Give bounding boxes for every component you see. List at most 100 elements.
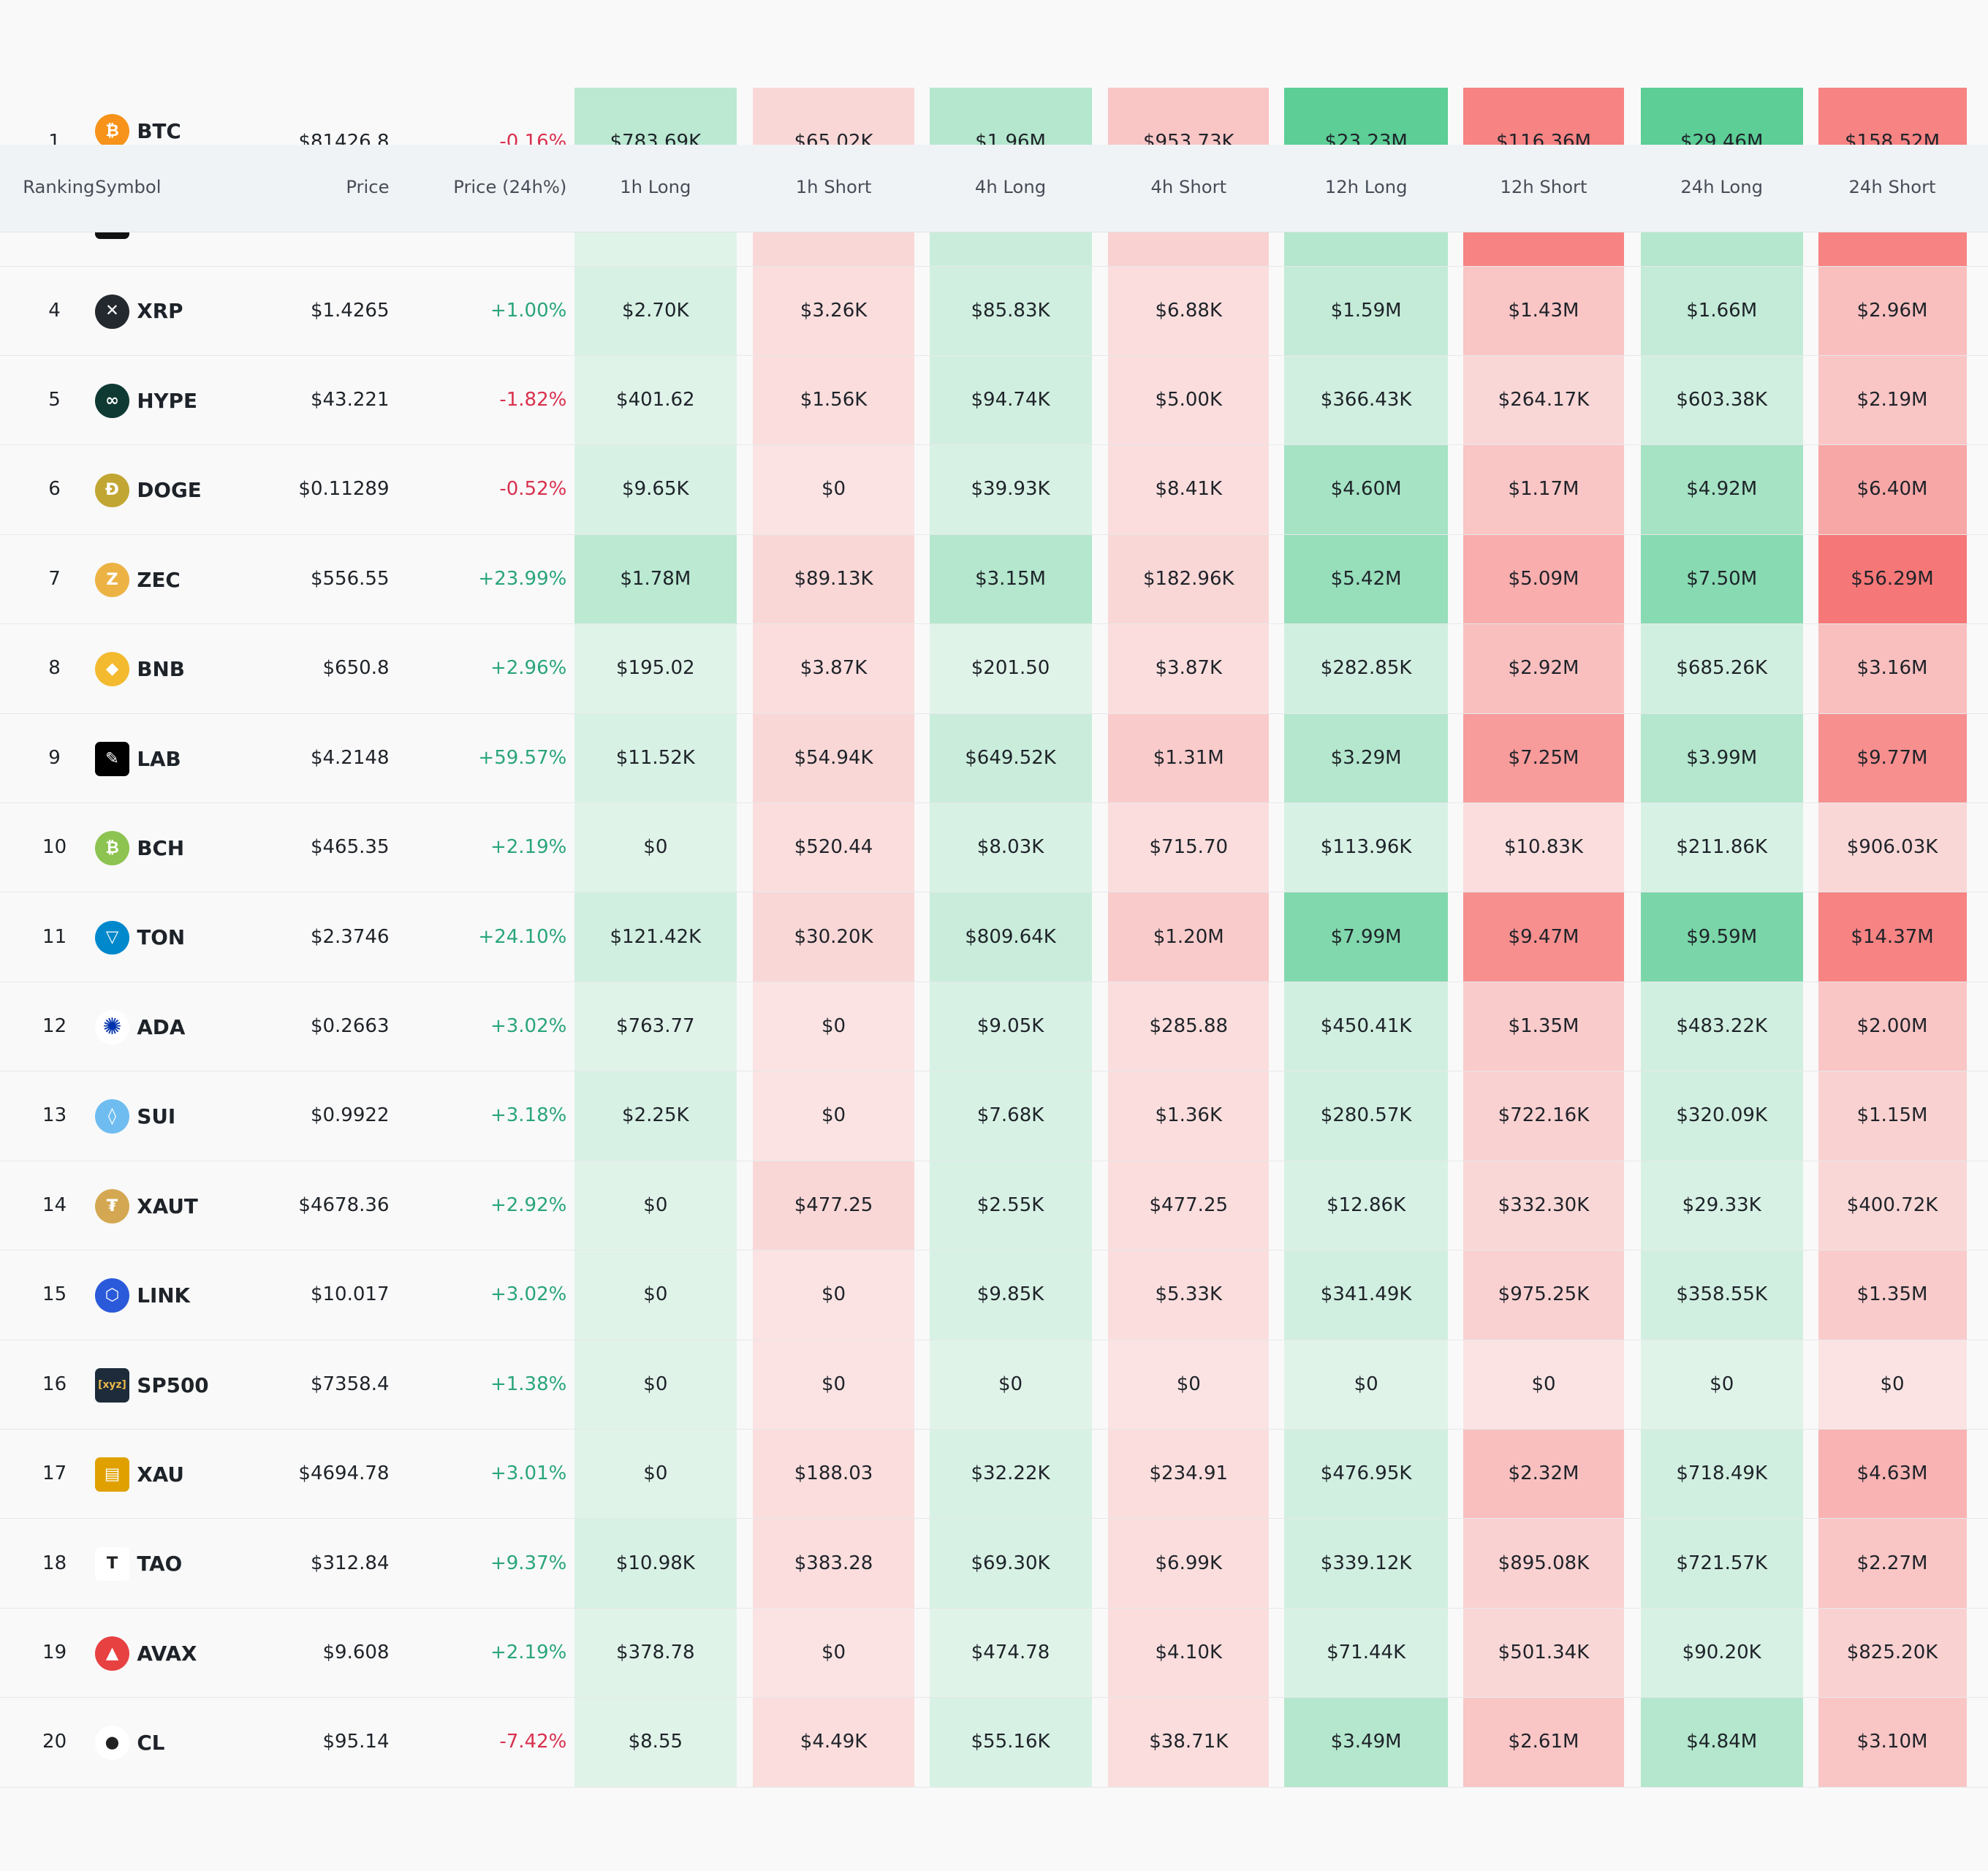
short-heat-cell: [1818, 1430, 1967, 1519]
symbol-cell[interactable]: ₿ BCH: [95, 831, 184, 866]
table-row[interactable]: 11 ▽ TON $2.3746 +24.10% $121.42K $30.20K $809.…: [0, 892, 1988, 982]
table-row[interactable]: 4 ✕ XRP $1.4265 +1.00% $2.70K $3.26K $85.83K $6.…: [0, 266, 1988, 356]
symbol-cell[interactable]: ▤ XAU: [95, 1457, 184, 1492]
long-heat-cell: [1640, 1251, 1803, 1340]
rank-cell: 1: [48, 130, 61, 145]
symbol-label: LAB: [137, 746, 181, 771]
short-heat-cell: [1818, 1519, 1967, 1608]
price-cell: $1.4265: [310, 299, 390, 322]
symbol-cell[interactable]: [xyz] SP500: [95, 1367, 209, 1403]
table-row[interactable]: 6 Ð DOGE $0.11289 -0.52% $9.65K $0 $39.93K $8.41…: [0, 445, 1988, 535]
symbol-cell[interactable]: ₿ BTC: [95, 114, 181, 145]
avalanche-icon: ▲: [95, 1636, 129, 1671]
symbol-cell[interactable]: ✕ XRP: [95, 294, 183, 329]
table-row[interactable]: 7 Z ZEC $556.55 +23.99% $1.78M $89.13K $3.15M $1…: [0, 534, 1988, 625]
short-value: $4.49K: [800, 1731, 868, 1753]
table-row[interactable]: 17 ▤ XAU $4694.78 +3.01% $0 $188.03 $32.22K $234…: [0, 1430, 1988, 1519]
rank-cell: 4: [48, 299, 61, 322]
table-row[interactable]: 5 ∞ HYPE $43.221 -1.82% $401.62 $1.56K $94.74K $…: [0, 355, 1988, 446]
col-1h-short[interactable]: 1h Short: [795, 176, 872, 198]
long-heat-cell: [929, 713, 1092, 803]
short-heat-cell: [1108, 982, 1270, 1071]
symbol-cell[interactable]: ✎ LAB: [95, 741, 181, 776]
long-heat-cell: [1284, 534, 1449, 624]
long-heat-cell: [1284, 1698, 1449, 1787]
symbol-cell[interactable]: ◆ BNB: [95, 652, 185, 687]
table-row[interactable]: 8 ◆ BNB $650.8 +2.96% $195.02 $3.87K $201.50 $3.…: [0, 624, 1988, 714]
change-cell: +2.19%: [490, 1641, 567, 1663]
long-value: $69.30K: [971, 1552, 1050, 1574]
price-cell: $2.3746: [310, 925, 390, 948]
short-value: $188.03: [794, 1462, 873, 1485]
symbol-cell[interactable]: ⬡ LINK: [95, 1278, 190, 1313]
symbol-label: DOGE: [137, 478, 202, 503]
table-row[interactable]: 16 [xyz] SP500 $7358.4 +1.38% $0 $0 $0 $0 $0 $0 $0 $…: [0, 1340, 1988, 1430]
symbol-cell[interactable]: ◊ SUI: [95, 1099, 175, 1134]
long-heat-cell: [1284, 892, 1449, 982]
change-cell: +2.96%: [490, 657, 567, 680]
symbol-cell[interactable]: ▲ AVAX: [95, 1636, 197, 1671]
symbol-cell[interactable]: T TAO: [95, 1546, 182, 1582]
col-price[interactable]: Price: [346, 176, 390, 198]
long-value: $29.33K: [1682, 1193, 1761, 1216]
col-symbol[interactable]: Symbol: [95, 176, 162, 198]
short-heat-cell: [1462, 1251, 1625, 1340]
col-12h-short[interactable]: 12h Short: [1500, 176, 1587, 198]
col-24h-long[interactable]: 24h Long: [1680, 176, 1764, 198]
symbol-cell[interactable]: ∞ HYPE: [95, 384, 197, 418]
symbol-label: SUI: [137, 1104, 176, 1129]
long-value: $2.55K: [976, 1193, 1044, 1216]
long-value: $7.68K: [976, 1104, 1044, 1127]
table-row[interactable]: 12 ✺ ADA $0.2663 +3.02% $763.77 $0 $9.05K $285.8…: [0, 982, 1988, 1072]
col-24h-short[interactable]: 24h Short: [1848, 176, 1936, 198]
long-heat-cell: [1284, 1161, 1449, 1251]
short-value: $0: [1531, 1373, 1556, 1395]
long-value: $23.23M: [1324, 130, 1408, 145]
table-row[interactable]: 13 ◊ SUI $0.9922 +3.18% $2.25K $0 $7.68K $1.36K $…: [0, 1071, 1988, 1161]
short-value: $1.36K: [1155, 1104, 1223, 1127]
short-heat-cell: [753, 445, 914, 534]
price-cell: $43.221: [310, 389, 390, 411]
short-heat-cell: [1462, 534, 1625, 624]
short-value: $0: [822, 1641, 846, 1663]
long-heat-cell: [1284, 713, 1449, 803]
short-heat-cell: [1462, 445, 1625, 534]
xyz-icon: [xyz]: [95, 1367, 129, 1403]
table-row[interactable]: 9 ✎ LAB $4.2148 +59.57% $11.52K $54.94K $649.52…: [0, 713, 1988, 804]
long-value: $649.52K: [965, 746, 1056, 769]
table-row[interactable]: 19 ▲ AVAX $9.608 +2.19% $378.78 $0 $474.78 $4.10…: [0, 1608, 1988, 1699]
long-value: $32.22K: [971, 1462, 1050, 1485]
col-4h-short[interactable]: 4h Short: [1150, 176, 1227, 198]
change-cell: +9.37%: [490, 1552, 567, 1574]
rank-cell: 18: [42, 1552, 67, 1574]
col-4h-long[interactable]: 4h Long: [974, 176, 1047, 198]
col-12h-long[interactable]: 12h Long: [1324, 176, 1408, 198]
long-value: $9.59M: [1686, 925, 1758, 948]
short-value: $3.16M: [1856, 657, 1928, 680]
short-value: $0: [1176, 1373, 1201, 1395]
table-row[interactable]: 18 T TAO $312.84 +9.37% $10.98K $383.28 $69.30K…: [0, 1519, 1988, 1609]
col-1h-long[interactable]: 1h Long: [620, 176, 691, 198]
symbol-cell[interactable]: ▽ TON: [95, 920, 185, 955]
rank-cell: 13: [42, 1104, 67, 1127]
long-heat-cell: [574, 1251, 737, 1340]
short-heat-cell: [753, 1071, 914, 1161]
table-row[interactable]: 1 ₿ BTC $81426.8 -0.16% $783.69K $65.02K $1.96M…: [0, 87, 1988, 145]
symbol-cell[interactable]: ₮ XAUT: [95, 1188, 198, 1223]
table-row[interactable]: 14 ₮ XAUT $4678.36 +2.92% $0 $477.25 $2.55K $477…: [0, 1161, 1988, 1251]
table-row[interactable]: 15 ⬡ LINK $10.017 +3.02% $0 $0 $9.85K $5.33K $341…: [0, 1251, 1988, 1340]
short-value: $182.96K: [1142, 567, 1234, 590]
table-row[interactable]: 20 ● CL $95.14 -7.42% $8.55 $4.49K $55.16K $38.7…: [0, 1698, 1988, 1788]
col-change[interactable]: Price (24h%): [453, 176, 567, 198]
table-header: Ranking Symbol Price Price (24h%) 1h Lon…: [0, 144, 1988, 233]
col-ranking[interactable]: Ranking: [23, 176, 95, 198]
symbol-cell[interactable]: ● CL: [95, 1726, 164, 1761]
long-heat-cell: [574, 1698, 737, 1787]
long-heat-cell: [574, 1071, 737, 1161]
long-value: $7.99M: [1330, 925, 1402, 948]
table-row[interactable]: 10 ₿ BCH $465.35 +2.19% $0 $520.44 $8.03K $715.7…: [0, 803, 1988, 893]
symbol-cell[interactable]: ✺ ADA: [95, 1010, 185, 1044]
symbol-cell[interactable]: Ð DOGE: [95, 473, 202, 508]
symbol-cell[interactable]: Z ZEC: [95, 562, 181, 597]
change-cell: -7.42%: [499, 1731, 567, 1753]
